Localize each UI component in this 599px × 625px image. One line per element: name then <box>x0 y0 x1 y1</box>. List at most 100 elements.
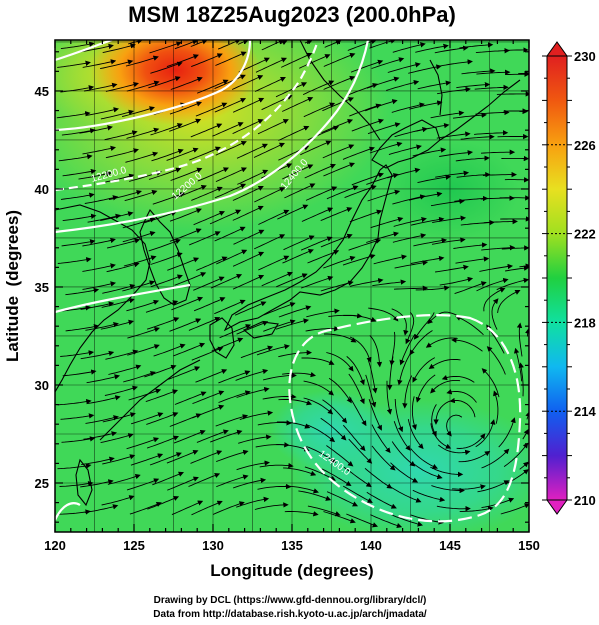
streamline <box>82 59 117 68</box>
streamline <box>397 353 411 386</box>
streamline <box>169 318 202 332</box>
streamlines <box>56 40 529 529</box>
streamline <box>258 209 290 225</box>
streamline <box>284 183 316 199</box>
streamline <box>303 380 334 396</box>
streamline <box>62 213 97 222</box>
streamline <box>320 417 347 441</box>
y-tick-label: 40 <box>35 182 49 197</box>
coastline-shikoku <box>242 321 279 339</box>
streamline <box>322 97 355 112</box>
streamline <box>129 501 162 515</box>
streamline <box>390 486 422 503</box>
streamline <box>104 385 138 396</box>
x-tick-label: 120 <box>44 538 66 553</box>
streamline <box>215 140 247 156</box>
streamline <box>411 396 417 431</box>
streamline <box>497 289 521 314</box>
x-tick-label: 140 <box>360 538 382 553</box>
streamline <box>392 194 426 205</box>
streamline <box>459 42 494 49</box>
axis-ticks <box>54 40 530 532</box>
streamline <box>282 248 314 264</box>
streamline <box>282 164 314 180</box>
streamline <box>263 319 296 332</box>
streamline <box>456 82 491 89</box>
streamline <box>101 495 135 506</box>
streamline <box>261 40 285 51</box>
coastline-hokkaido <box>371 119 441 169</box>
streamline <box>372 279 407 287</box>
streamline <box>104 130 138 141</box>
streamline <box>323 511 356 524</box>
streamline <box>496 277 529 291</box>
y-tick-label: 45 <box>35 84 49 99</box>
streamline <box>281 52 313 68</box>
streamline <box>391 308 409 336</box>
streamline <box>365 374 377 408</box>
streamline <box>408 191 443 201</box>
streamline <box>430 379 461 394</box>
streamline <box>479 263 514 272</box>
streamline <box>409 100 443 110</box>
streamline <box>85 107 120 116</box>
streamline <box>367 360 378 394</box>
streamline <box>326 445 354 467</box>
streamline <box>258 255 290 271</box>
streamline <box>307 505 341 517</box>
streamline <box>371 424 391 454</box>
streamline <box>190 123 223 138</box>
streamline <box>475 109 510 116</box>
streamline <box>283 235 315 251</box>
streamline <box>412 489 446 503</box>
streamline <box>100 433 134 444</box>
streamline <box>278 125 310 141</box>
streamline <box>124 189 158 202</box>
streamline <box>126 437 160 450</box>
streamline <box>415 43 449 53</box>
streamline <box>81 456 115 466</box>
streamline <box>257 420 292 426</box>
streamline <box>369 335 383 368</box>
contour-12400-a <box>55 40 370 234</box>
streamline <box>413 237 448 247</box>
streamline <box>190 450 223 464</box>
streamline <box>452 112 487 119</box>
streamline <box>214 183 247 199</box>
streamline <box>107 238 141 249</box>
streamline <box>125 55 159 67</box>
streamline <box>188 316 221 331</box>
streamline <box>82 281 117 290</box>
streamline <box>83 431 117 440</box>
streamline <box>218 370 251 384</box>
streamline <box>59 480 94 487</box>
streamline <box>343 466 372 488</box>
streamline <box>169 208 202 222</box>
streamline <box>301 275 334 289</box>
streamline <box>323 255 356 269</box>
streamline <box>326 352 354 372</box>
contour-southwest <box>55 502 81 521</box>
streamline <box>481 245 516 251</box>
credit-data: Data from http://database.rish.kyoto-u.a… <box>153 609 427 620</box>
streamline <box>342 146 375 160</box>
streamline <box>58 154 93 162</box>
streamline <box>455 256 490 264</box>
streamline <box>285 485 319 494</box>
streamline <box>191 53 223 68</box>
streamline <box>278 305 312 318</box>
streamline <box>342 485 373 503</box>
streamline <box>482 171 517 178</box>
streamline <box>122 231 156 243</box>
streamline <box>368 307 399 322</box>
streamline <box>451 337 483 352</box>
streamline <box>85 415 119 424</box>
streamline <box>87 395 121 405</box>
streamline <box>130 453 164 466</box>
streamline <box>518 362 524 397</box>
streamline <box>232 119 264 135</box>
streamline <box>122 280 156 292</box>
streamline <box>348 373 365 405</box>
streamline <box>283 467 317 476</box>
streamline <box>348 396 367 427</box>
